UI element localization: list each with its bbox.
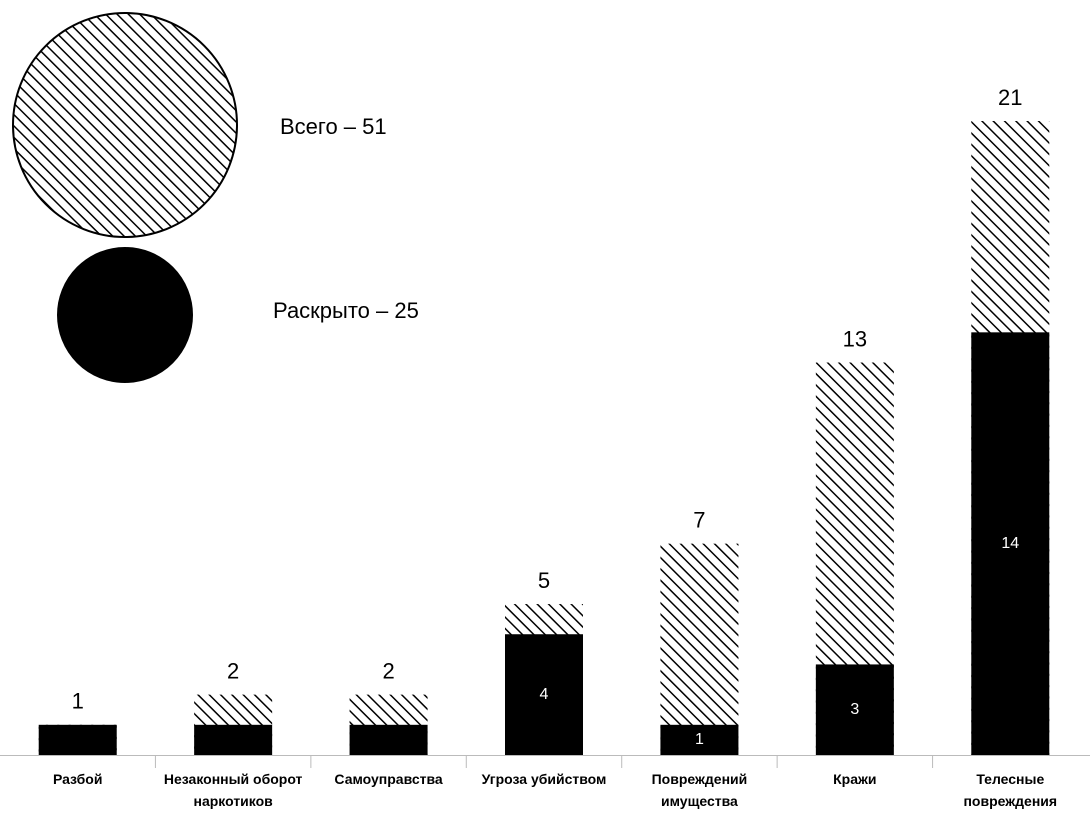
bar [660,543,739,755]
value-label: 1 [695,731,704,748]
x-tick-label: Угроза убийством [481,771,607,787]
value-label: 14 [1001,535,1019,552]
value-label: 2 [227,658,239,683]
bar [349,724,428,755]
bar [971,332,1050,755]
x-tick-label: Разбой [52,771,103,787]
value-label: 13 [843,326,867,351]
x-tick-label: Незаконный оборот наркотиков [163,771,303,809]
x-tick-label: Телесные повреждения [963,771,1058,809]
value-label: 1 [72,689,84,714]
value-label: 4 [540,686,549,703]
bar [815,664,894,755]
value-label: 5 [538,568,550,593]
x-tick-label: Самоуправства [334,771,443,787]
legend-label: Всего – 51 [280,114,387,139]
legend-label: Раскрыто – 25 [273,298,419,323]
legend-marker [57,247,193,383]
value-label: 7 [693,507,705,532]
bar [194,724,273,755]
value-label: 2 [382,658,394,683]
value-label: 21 [998,85,1022,110]
value-label: 3 [850,701,859,718]
x-tick-label: Кражи [833,771,877,787]
bar [660,724,739,755]
bar [505,634,583,755]
bar [38,724,117,755]
legend-marker [12,12,238,238]
x-tick-label: Повреждений имущества [651,771,748,809]
